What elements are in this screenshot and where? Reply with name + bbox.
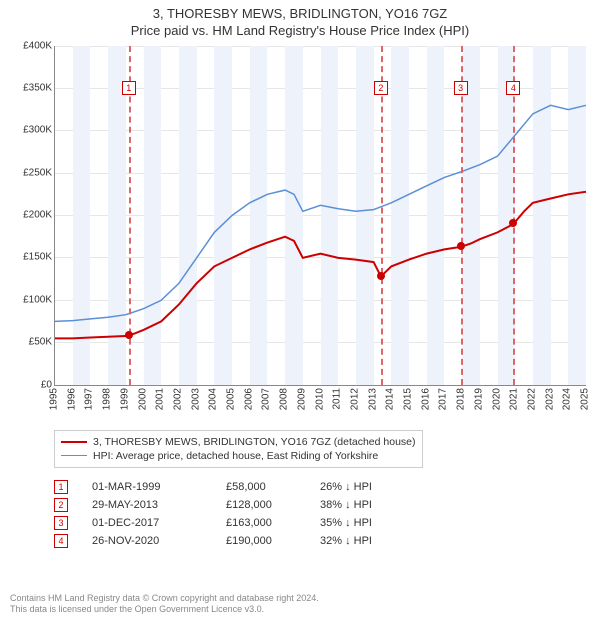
series-price_paid [55,191,586,338]
x-tick-label: 2004 [208,388,219,410]
x-tick-label: 2012 [349,388,360,410]
footer-line1: Contains HM Land Registry data © Crown c… [10,593,590,605]
event-marker: 3 [454,81,468,95]
event-row: 4 26-NOV-2020 £190,000 32% ↓ HPI [54,532,590,550]
event-row: 2 29-MAY-2013 £128,000 38% ↓ HPI [54,496,590,514]
x-tick-label: 2011 [332,388,343,410]
x-tick-label: 2009 [296,388,307,410]
event-date: 01-MAR-1999 [92,481,202,493]
x-tick-label: 2001 [155,388,166,410]
attribution: Contains HM Land Registry data © Crown c… [10,593,590,616]
price-marker [457,242,465,250]
y-tick-label: £150K [23,252,52,263]
x-tick-label: 1996 [66,388,77,410]
x-tick-label: 2008 [279,388,290,410]
x-tick-label: 2014 [385,388,396,410]
x-tick-label: 1998 [102,388,113,410]
x-tick-label: 2020 [491,388,502,410]
price-marker [125,331,133,339]
legend: 3, THORESBY MEWS, BRIDLINGTON, YO16 7GZ … [54,430,423,468]
x-tick-label: 1995 [49,388,60,410]
x-tick-label: 2010 [314,388,325,410]
event-line [461,46,463,385]
titles: 3, THORESBY MEWS, BRIDLINGTON, YO16 7GZ … [10,6,590,40]
y-tick-label: £100K [23,294,52,305]
y-tick-label: £400K [23,40,52,51]
y-tick-label: £250K [23,167,52,178]
legend-swatch [61,441,87,443]
event-marker: 4 [506,81,520,95]
x-tick-label: 2021 [509,388,520,410]
event-date: 01-DEC-2017 [92,517,202,529]
x-tick-label: 2006 [243,388,254,410]
legend-label: 3, THORESBY MEWS, BRIDLINGTON, YO16 7GZ … [93,436,416,448]
chart: £0£50K£100K£150K£200K£250K£300K£350K£400… [10,46,590,426]
x-tick-label: 2022 [526,388,537,410]
x-tick-label: 2003 [190,388,201,410]
legend-row: 3, THORESBY MEWS, BRIDLINGTON, YO16 7GZ … [61,435,416,449]
legend-row: HPI: Average price, detached house, East… [61,449,416,463]
legend-label: HPI: Average price, detached house, East… [93,450,378,462]
x-tick-label: 2025 [580,388,591,410]
series-lines [55,46,586,385]
event-row-marker: 3 [54,516,68,530]
event-marker: 2 [374,81,388,95]
events-table: 1 01-MAR-1999 £58,000 26% ↓ HPI 2 29-MAY-2013… [54,478,590,550]
event-price: £190,000 [226,535,296,547]
x-axis: 1995199619971998199920002001200220032004… [54,386,586,426]
event-row-marker: 1 [54,480,68,494]
event-marker: 1 [122,81,136,95]
event-row-marker: 4 [54,534,68,548]
plot-area: 1 2 3 4 [54,46,586,386]
event-row-marker: 2 [54,498,68,512]
x-tick-label: 1997 [84,388,95,410]
price-marker [377,272,385,280]
y-tick-label: £350K [23,82,52,93]
x-tick-label: 2017 [438,388,449,410]
x-tick-label: 2007 [261,388,272,410]
event-date: 29-MAY-2013 [92,499,202,511]
event-delta: 38% ↓ HPI [320,499,410,511]
event-price: £128,000 [226,499,296,511]
price-marker [509,219,517,227]
legend-swatch [61,455,87,456]
x-tick-label: 2018 [456,388,467,410]
event-row: 3 01-DEC-2017 £163,000 35% ↓ HPI [54,514,590,532]
event-price: £163,000 [226,517,296,529]
x-tick-label: 2019 [473,388,484,410]
address-title: 3, THORESBY MEWS, BRIDLINGTON, YO16 7GZ [10,6,590,22]
y-axis: £0£50K£100K£150K£200K£250K£300K£350K£400… [10,46,54,386]
footer-line2: This data is licensed under the Open Gov… [10,604,590,616]
x-tick-label: 2002 [172,388,183,410]
event-line [513,46,515,385]
y-tick-label: £300K [23,125,52,136]
event-row: 1 01-MAR-1999 £58,000 26% ↓ HPI [54,478,590,496]
event-delta: 32% ↓ HPI [320,535,410,547]
x-tick-label: 2023 [544,388,555,410]
x-tick-label: 2015 [403,388,414,410]
series-hpi [55,105,586,321]
event-price: £58,000 [226,481,296,493]
y-tick-label: £50K [29,337,52,348]
event-date: 26-NOV-2020 [92,535,202,547]
x-tick-label: 2024 [562,388,573,410]
event-delta: 35% ↓ HPI [320,517,410,529]
x-tick-label: 2000 [137,388,148,410]
page: 3, THORESBY MEWS, BRIDLINGTON, YO16 7GZ … [0,0,600,620]
x-tick-label: 2016 [420,388,431,410]
x-tick-label: 2005 [226,388,237,410]
x-tick-label: 2013 [367,388,378,410]
x-tick-label: 1999 [119,388,130,410]
event-delta: 26% ↓ HPI [320,481,410,493]
y-tick-label: £200K [23,210,52,221]
event-line [381,46,383,385]
subtitle: Price paid vs. HM Land Registry's House … [10,23,590,39]
